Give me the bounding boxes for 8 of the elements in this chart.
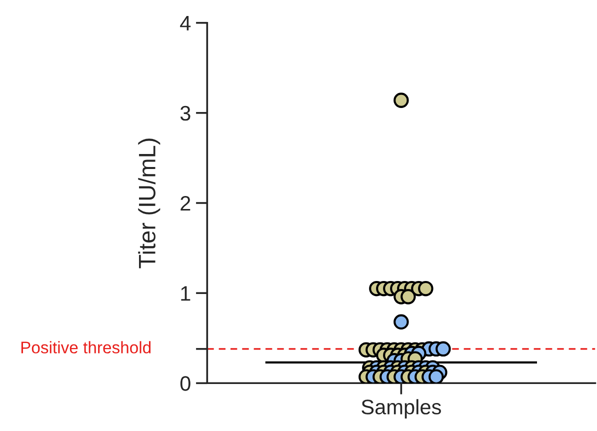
x-tick-label: Samples xyxy=(362,399,441,419)
y-tick-label: 1 xyxy=(181,286,190,301)
ref-line-label: Positive threshold xyxy=(21,341,151,354)
y-tick-label: 3 xyxy=(180,106,190,121)
y-tick-label: 2 xyxy=(180,196,190,211)
y-tick-label: 0 xyxy=(180,376,190,391)
y-tick-label: 4 xyxy=(180,16,191,30)
y-axis-title: Titer (IU/mL) xyxy=(138,138,160,268)
